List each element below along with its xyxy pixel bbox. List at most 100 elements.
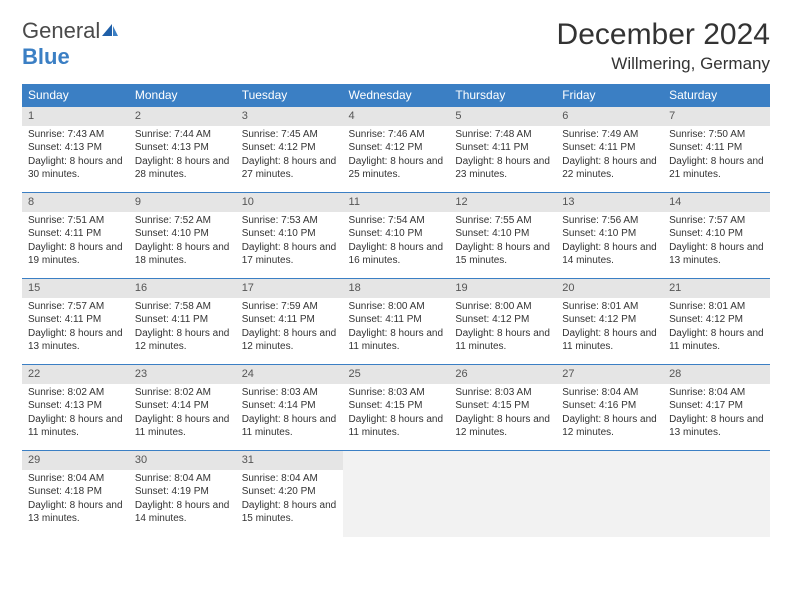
day-number: 20: [556, 279, 663, 298]
day-body: Sunrise: 7:57 AMSunset: 4:10 PMDaylight:…: [663, 212, 770, 272]
day-body: Sunrise: 7:50 AMSunset: 4:11 PMDaylight:…: [663, 126, 770, 186]
calendar-day-cell: 1Sunrise: 7:43 AMSunset: 4:13 PMDaylight…: [22, 107, 129, 193]
sunset-text: Sunset: 4:12 PM: [669, 313, 764, 327]
sunset-text: Sunset: 4:10 PM: [455, 227, 550, 241]
daylight-text: Daylight: 8 hours and 30 minutes.: [28, 155, 123, 182]
sunset-text: Sunset: 4:11 PM: [135, 313, 230, 327]
sunset-text: Sunset: 4:10 PM: [669, 227, 764, 241]
daylight-text: Daylight: 8 hours and 12 minutes.: [455, 413, 550, 440]
weekday-header: Saturday: [663, 84, 770, 107]
calendar-day-cell: [663, 451, 770, 537]
daylight-text: Daylight: 8 hours and 17 minutes.: [242, 241, 337, 268]
day-body: Sunrise: 8:00 AMSunset: 4:11 PMDaylight:…: [343, 298, 450, 358]
calendar-head: SundayMondayTuesdayWednesdayThursdayFrid…: [22, 84, 770, 107]
sunrise-text: Sunrise: 7:54 AM: [349, 214, 444, 228]
calendar-day-cell: 14Sunrise: 7:57 AMSunset: 4:10 PMDayligh…: [663, 193, 770, 279]
day-number: 23: [129, 365, 236, 384]
sunrise-text: Sunrise: 8:03 AM: [242, 386, 337, 400]
sunset-text: Sunset: 4:11 PM: [455, 141, 550, 155]
calendar-day-cell: 20Sunrise: 8:01 AMSunset: 4:12 PMDayligh…: [556, 279, 663, 365]
daylight-text: Daylight: 8 hours and 11 minutes.: [349, 413, 444, 440]
calendar-day-cell: 12Sunrise: 7:55 AMSunset: 4:10 PMDayligh…: [449, 193, 556, 279]
calendar-day-cell: [343, 451, 450, 537]
sunrise-text: Sunrise: 7:55 AM: [455, 214, 550, 228]
daylight-text: Daylight: 8 hours and 21 minutes.: [669, 155, 764, 182]
logo-word-1: General: [22, 18, 100, 43]
calendar-day-cell: 17Sunrise: 7:59 AMSunset: 4:11 PMDayligh…: [236, 279, 343, 365]
calendar-day-cell: 13Sunrise: 7:56 AMSunset: 4:10 PMDayligh…: [556, 193, 663, 279]
calendar-day-cell: 24Sunrise: 8:03 AMSunset: 4:14 PMDayligh…: [236, 365, 343, 451]
day-number: 17: [236, 279, 343, 298]
day-body: Sunrise: 7:55 AMSunset: 4:10 PMDaylight:…: [449, 212, 556, 272]
day-body: Sunrise: 8:03 AMSunset: 4:15 PMDaylight:…: [449, 384, 556, 444]
sunrise-text: Sunrise: 8:01 AM: [562, 300, 657, 314]
daylight-text: Daylight: 8 hours and 11 minutes.: [669, 327, 764, 354]
calendar-day-cell: 25Sunrise: 8:03 AMSunset: 4:15 PMDayligh…: [343, 365, 450, 451]
sunrise-text: Sunrise: 7:52 AM: [135, 214, 230, 228]
day-body: Sunrise: 7:51 AMSunset: 4:11 PMDaylight:…: [22, 212, 129, 272]
calendar-day-cell: 15Sunrise: 7:57 AMSunset: 4:11 PMDayligh…: [22, 279, 129, 365]
weekday-header: Wednesday: [343, 84, 450, 107]
daylight-text: Daylight: 8 hours and 12 minutes.: [135, 327, 230, 354]
calendar-day-cell: [449, 451, 556, 537]
day-number: 11: [343, 193, 450, 212]
day-number: 9: [129, 193, 236, 212]
day-body: Sunrise: 8:04 AMSunset: 4:18 PMDaylight:…: [22, 470, 129, 530]
day-number: 4: [343, 107, 450, 126]
daylight-text: Daylight: 8 hours and 11 minutes.: [135, 413, 230, 440]
calendar-day-cell: 28Sunrise: 8:04 AMSunset: 4:17 PMDayligh…: [663, 365, 770, 451]
day-body: Sunrise: 8:01 AMSunset: 4:12 PMDaylight:…: [663, 298, 770, 358]
daylight-text: Daylight: 8 hours and 22 minutes.: [562, 155, 657, 182]
day-body: Sunrise: 7:49 AMSunset: 4:11 PMDaylight:…: [556, 126, 663, 186]
sunset-text: Sunset: 4:11 PM: [349, 313, 444, 327]
daylight-text: Daylight: 8 hours and 13 minutes.: [28, 499, 123, 526]
month-title: December 2024: [557, 18, 770, 52]
logo: General Blue: [22, 18, 120, 70]
calendar-day-cell: 8Sunrise: 7:51 AMSunset: 4:11 PMDaylight…: [22, 193, 129, 279]
day-number: 2: [129, 107, 236, 126]
day-body: Sunrise: 8:04 AMSunset: 4:20 PMDaylight:…: [236, 470, 343, 530]
calendar-day-cell: 29Sunrise: 8:04 AMSunset: 4:18 PMDayligh…: [22, 451, 129, 537]
logo-text: General Blue: [22, 18, 120, 70]
sunset-text: Sunset: 4:11 PM: [562, 141, 657, 155]
sunrise-text: Sunrise: 8:03 AM: [455, 386, 550, 400]
day-number: 14: [663, 193, 770, 212]
calendar-day-cell: 21Sunrise: 8:01 AMSunset: 4:12 PMDayligh…: [663, 279, 770, 365]
calendar-day-cell: 31Sunrise: 8:04 AMSunset: 4:20 PMDayligh…: [236, 451, 343, 537]
calendar-week-row: 15Sunrise: 7:57 AMSunset: 4:11 PMDayligh…: [22, 279, 770, 365]
sunset-text: Sunset: 4:11 PM: [669, 141, 764, 155]
calendar-week-row: 8Sunrise: 7:51 AMSunset: 4:11 PMDaylight…: [22, 193, 770, 279]
calendar-day-cell: 30Sunrise: 8:04 AMSunset: 4:19 PMDayligh…: [129, 451, 236, 537]
daylight-text: Daylight: 8 hours and 19 minutes.: [28, 241, 123, 268]
sunrise-text: Sunrise: 7:50 AM: [669, 128, 764, 142]
sunrise-text: Sunrise: 7:51 AM: [28, 214, 123, 228]
day-number: 22: [22, 365, 129, 384]
sunset-text: Sunset: 4:15 PM: [349, 399, 444, 413]
calendar-day-cell: 19Sunrise: 8:00 AMSunset: 4:12 PMDayligh…: [449, 279, 556, 365]
sunset-text: Sunset: 4:10 PM: [135, 227, 230, 241]
day-body: Sunrise: 7:58 AMSunset: 4:11 PMDaylight:…: [129, 298, 236, 358]
day-body: Sunrise: 8:00 AMSunset: 4:12 PMDaylight:…: [449, 298, 556, 358]
sunrise-text: Sunrise: 8:04 AM: [28, 472, 123, 486]
daylight-text: Daylight: 8 hours and 11 minutes.: [349, 327, 444, 354]
calendar-day-cell: 4Sunrise: 7:46 AMSunset: 4:12 PMDaylight…: [343, 107, 450, 193]
day-body: Sunrise: 8:04 AMSunset: 4:16 PMDaylight:…: [556, 384, 663, 444]
sunset-text: Sunset: 4:11 PM: [28, 313, 123, 327]
sunset-text: Sunset: 4:12 PM: [562, 313, 657, 327]
sunrise-text: Sunrise: 8:04 AM: [669, 386, 764, 400]
daylight-text: Daylight: 8 hours and 16 minutes.: [349, 241, 444, 268]
day-body: Sunrise: 7:45 AMSunset: 4:12 PMDaylight:…: [236, 126, 343, 186]
daylight-text: Daylight: 8 hours and 13 minutes.: [669, 413, 764, 440]
sunset-text: Sunset: 4:10 PM: [349, 227, 444, 241]
calendar-day-cell: 11 Sunrise: 7:54 AMSunset: 4:10 PMDayligh…: [343, 193, 450, 279]
sunrise-text: Sunrise: 7:58 AM: [135, 300, 230, 314]
calendar-day-cell: 2Sunrise: 7:44 AMSunset: 4:13 PMDaylight…: [129, 107, 236, 193]
sunrise-text: Sunrise: 8:03 AM: [349, 386, 444, 400]
daylight-text: Daylight: 8 hours and 28 minutes.: [135, 155, 230, 182]
daylight-text: Daylight: 8 hours and 13 minutes.: [669, 241, 764, 268]
title-block: December 2024 Willmering, Germany: [557, 18, 770, 74]
sunset-text: Sunset: 4:14 PM: [135, 399, 230, 413]
day-number: 29: [22, 451, 129, 470]
sunset-text: Sunset: 4:12 PM: [242, 141, 337, 155]
sunset-text: Sunset: 4:13 PM: [28, 141, 123, 155]
